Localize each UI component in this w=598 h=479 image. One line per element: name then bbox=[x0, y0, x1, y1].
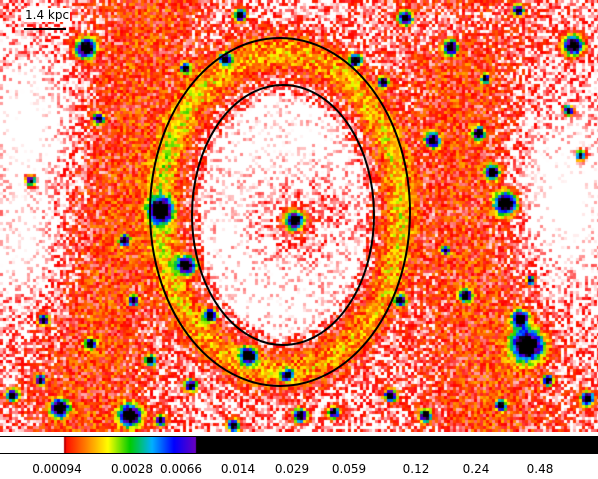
colorbar bbox=[0, 436, 598, 454]
colorbar-tick: 0.24 bbox=[462, 462, 490, 476]
annulus-overlay bbox=[149, 37, 411, 387]
colorbar-tick: 0.059 bbox=[331, 462, 367, 476]
colorbar-tick: 0.014 bbox=[220, 462, 256, 476]
scale-bar bbox=[24, 28, 66, 30]
outer-ellipse bbox=[149, 37, 411, 387]
colorbar-tick: 0.0028 bbox=[111, 462, 153, 476]
scale-bar-label: 1.4 kpc bbox=[24, 8, 71, 22]
inner-ellipse bbox=[191, 84, 375, 346]
galaxy-intensity-map bbox=[0, 0, 598, 432]
colorbar-tick: 0.029 bbox=[274, 462, 310, 476]
colorbar-ticks: 0.00094 0.0028 0.0066 0.014 0.029 0.059 … bbox=[0, 454, 598, 479]
colorbar-tick: 0.00094 bbox=[32, 462, 82, 476]
colorbar-tick: 0.12 bbox=[402, 462, 430, 476]
colorbar-tick: 0.0066 bbox=[160, 462, 202, 476]
colorbar-tick: 0.48 bbox=[526, 462, 554, 476]
